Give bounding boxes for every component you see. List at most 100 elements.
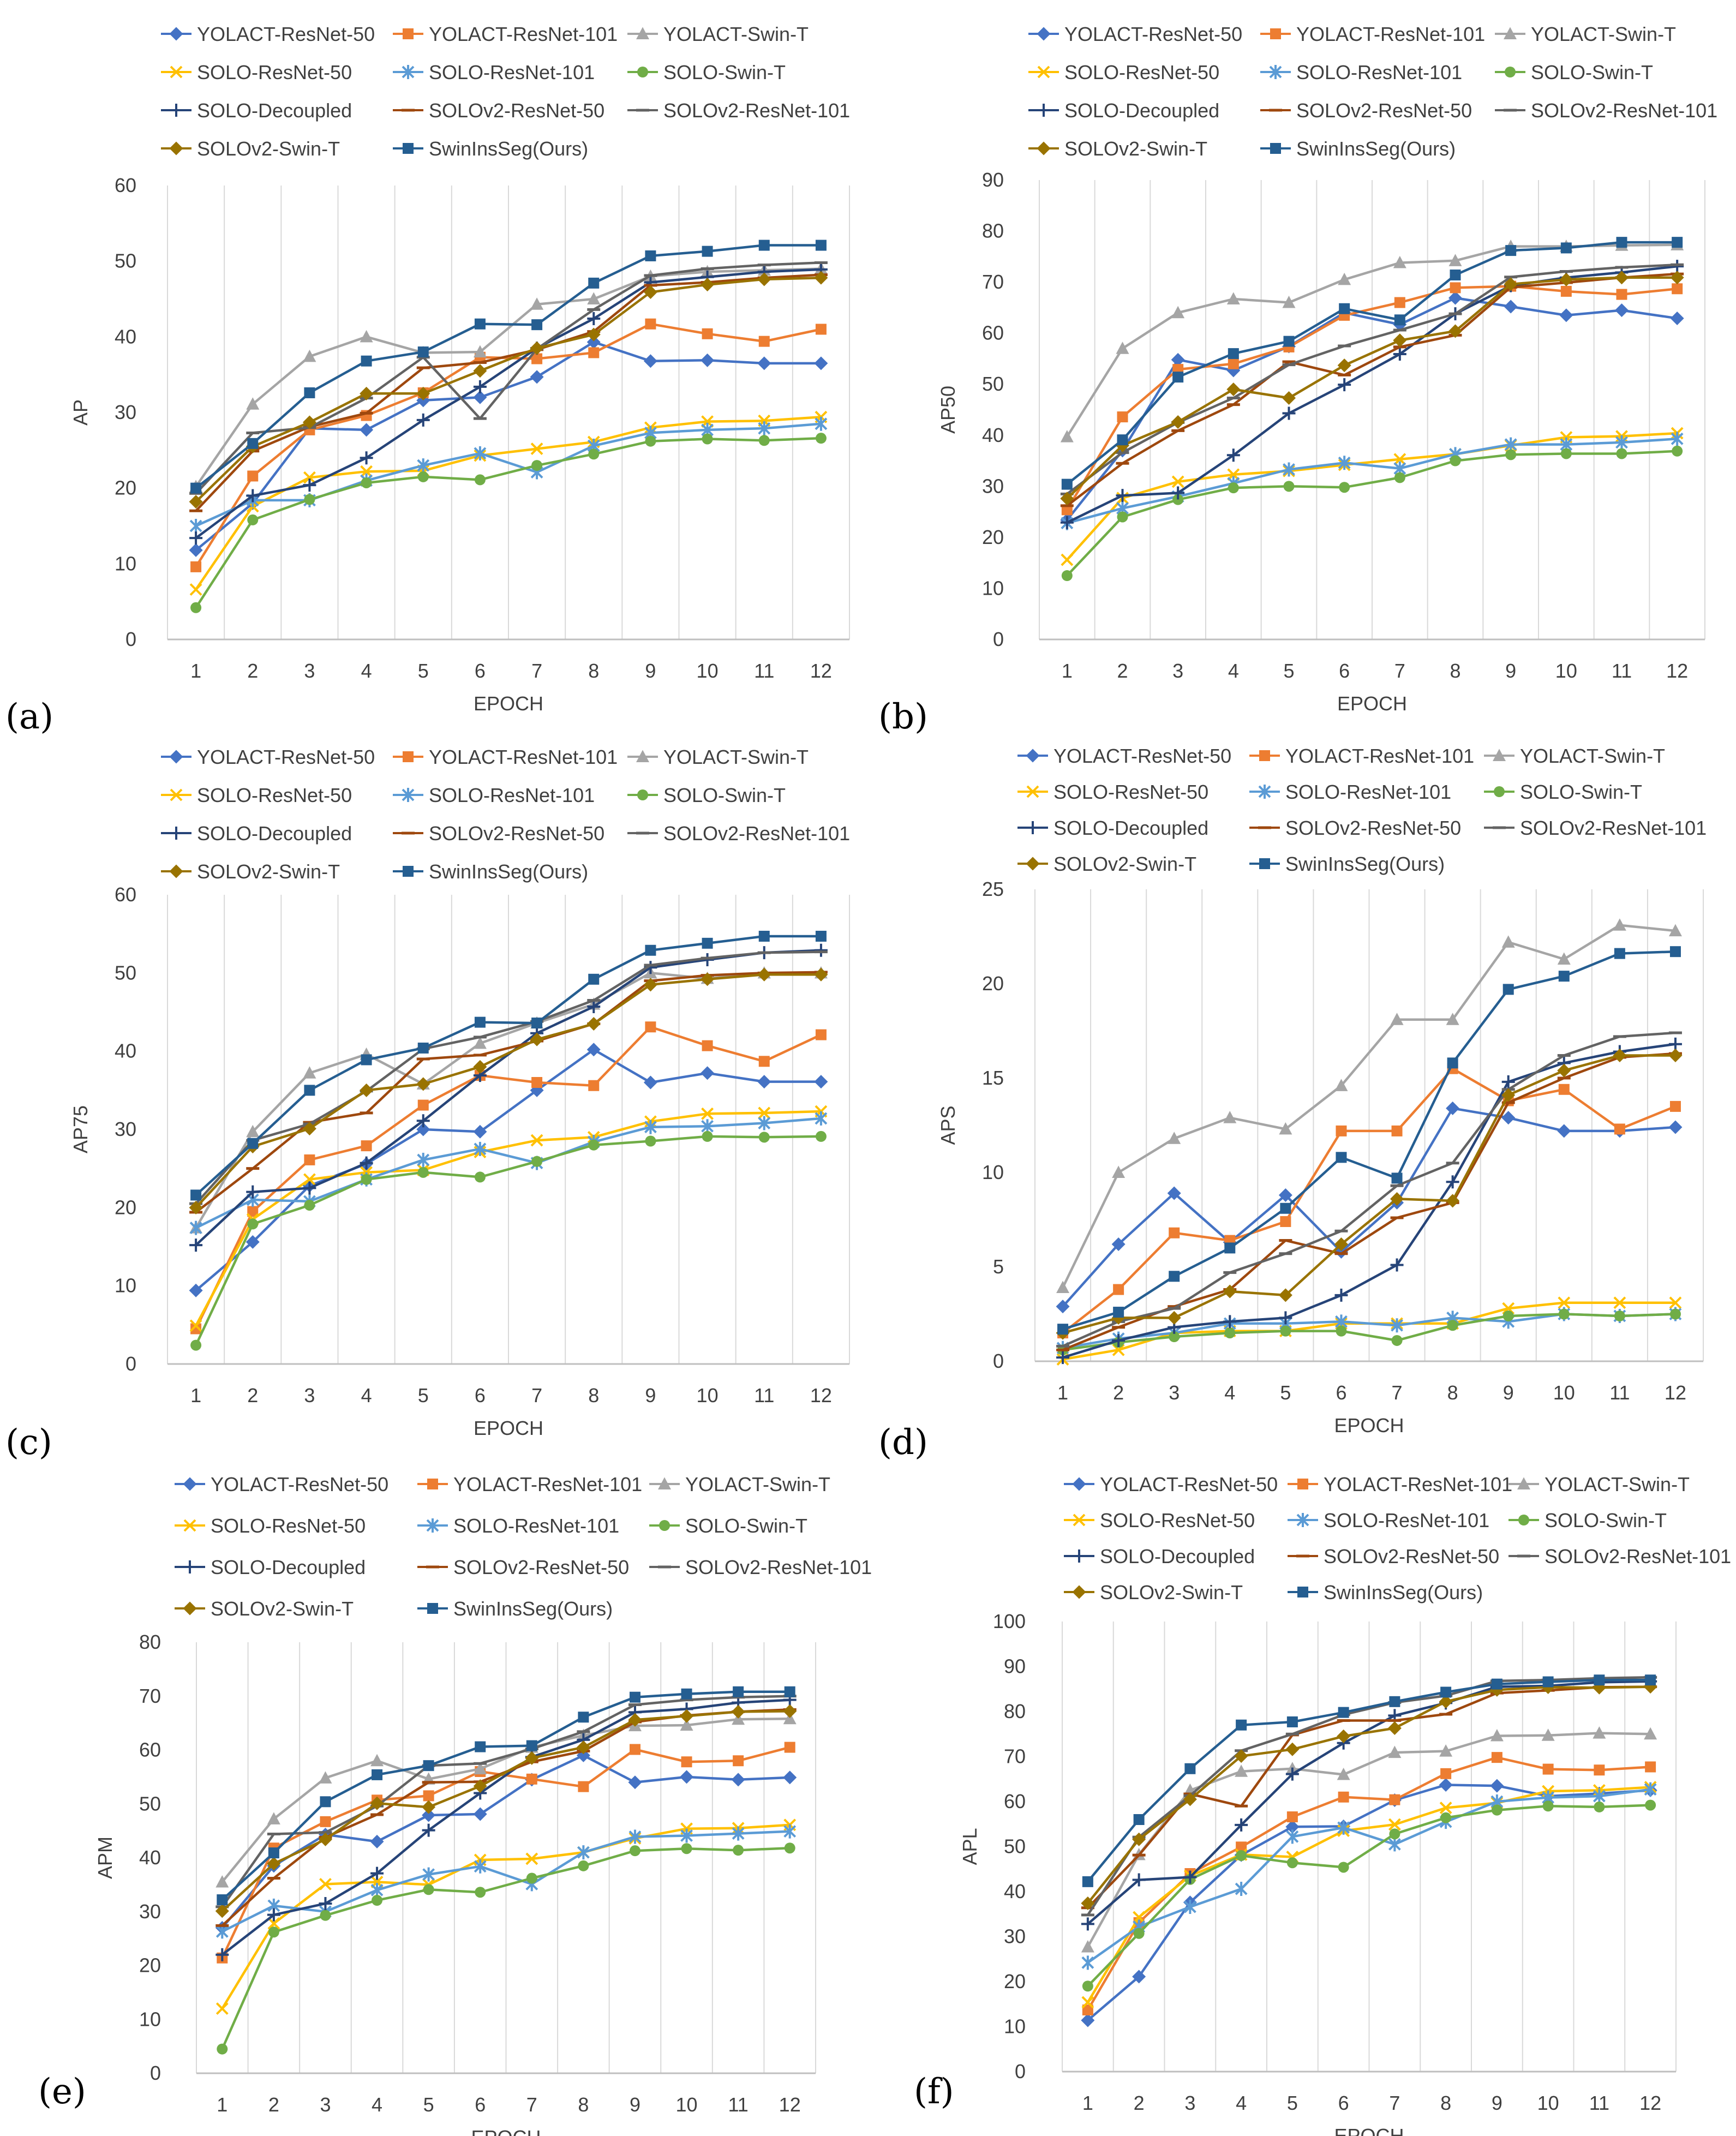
data-point xyxy=(189,1200,203,1214)
data-point xyxy=(1183,1792,1197,1806)
series-line xyxy=(221,1846,790,2050)
data-point xyxy=(1541,1728,1555,1741)
data-point xyxy=(629,1744,640,1755)
x-tick-label: 8 xyxy=(1447,1381,1458,1404)
legend-label: SOLOv2-ResNet-50 xyxy=(1296,99,1472,122)
series-solov2-swin-t xyxy=(215,1704,797,1918)
series-line xyxy=(195,971,821,1213)
x-tick-label: 1 xyxy=(1062,660,1073,682)
chart-f: YOLACT-ResNet-50 YOLACT-ResNet-101 YOLACT-… xyxy=(914,1473,1731,2136)
legend-label: YOLACT-Swin-T xyxy=(1545,1473,1690,1495)
legend-marker xyxy=(1073,1513,1086,1527)
data-point xyxy=(526,1773,537,1785)
data-point xyxy=(815,240,827,251)
data-point xyxy=(783,1712,797,1725)
data-point xyxy=(1505,245,1517,256)
series-line xyxy=(1066,432,1678,561)
data-point xyxy=(1390,1013,1404,1025)
x-tick-label: 1 xyxy=(190,660,201,682)
legend-marker xyxy=(1072,1585,1086,1599)
legend-marker xyxy=(403,28,414,39)
data-point xyxy=(1338,1862,1349,1873)
data-point xyxy=(1668,1120,1683,1134)
data-point xyxy=(215,1948,229,1961)
data-point xyxy=(758,930,770,942)
data-point xyxy=(320,1816,331,1827)
legend-label: SOLOv2-Swin-T xyxy=(211,1597,354,1620)
data-point xyxy=(1669,1100,1681,1112)
series-solo-swin-t xyxy=(190,1130,827,1351)
legend-label: SOLO-ResNet-50 xyxy=(1100,1509,1255,1531)
legend-label: YOLACT-ResNet-50 xyxy=(1100,1473,1278,1495)
series-line xyxy=(1062,1313,1676,1351)
data-point xyxy=(628,1829,642,1844)
x-tick-label: 6 xyxy=(475,2093,486,2116)
data-point xyxy=(815,1111,828,1126)
legend-marker xyxy=(1072,1477,1086,1491)
data-point xyxy=(304,494,315,505)
y-tick-label: 30 xyxy=(1004,1925,1026,1948)
y-axis-label: APL xyxy=(959,1828,981,1865)
data-point xyxy=(588,1139,600,1151)
legend-item: SOLOv2-Swin-T xyxy=(161,137,340,160)
legend-marker xyxy=(169,864,183,878)
legend-label: SOLOv2-ResNet-50 xyxy=(1285,817,1461,839)
data-point xyxy=(1286,1829,1299,1844)
data-point xyxy=(1644,1727,1657,1740)
series-line xyxy=(195,276,821,503)
data-point xyxy=(267,1908,280,1922)
legend-marker xyxy=(169,27,183,41)
data-point xyxy=(643,978,657,992)
data-point xyxy=(189,543,203,557)
y-tick-label: 20 xyxy=(982,526,1004,548)
data-point xyxy=(757,967,771,982)
legend-label: SOLO-ResNet-101 xyxy=(1324,1509,1489,1531)
legend-label: YOLACT-ResNet-50 xyxy=(197,746,375,768)
series-line xyxy=(195,1135,821,1346)
series-line xyxy=(1062,1031,1676,1348)
legend-label: SOLO-ResNet-101 xyxy=(1285,781,1451,803)
data-point xyxy=(1061,478,1073,490)
series-line xyxy=(195,244,821,489)
data-point xyxy=(422,1808,436,1822)
chart-a: YOLACT-ResNet-50 YOLACT-ResNet-101 YOLACT-… xyxy=(5,23,850,737)
legend-item: SOLOv2-ResNet-101 xyxy=(627,99,850,122)
legend-label: YOLACT-ResNet-101 xyxy=(429,23,618,45)
y-tick-label: 10 xyxy=(982,577,1004,599)
data-point xyxy=(1448,291,1462,305)
legend-label: YOLACT-Swin-T xyxy=(1531,23,1676,45)
legend-marker xyxy=(402,788,415,802)
data-point xyxy=(1645,1799,1656,1811)
data-point xyxy=(1594,1764,1605,1776)
y-tick-label: 0 xyxy=(993,628,1004,650)
data-point xyxy=(1338,272,1351,285)
data-point xyxy=(1391,1125,1403,1136)
series-swininsseg-ours xyxy=(190,240,827,494)
x-tick-label: 9 xyxy=(1492,2092,1502,2114)
data-point xyxy=(530,442,543,455)
legend-item: SOLOv2-ResNet-101 xyxy=(1484,817,1707,839)
data-point xyxy=(474,446,487,460)
data-point xyxy=(1286,1716,1298,1727)
y-tick-label: 90 xyxy=(1004,1655,1026,1678)
y-tick-label: 20 xyxy=(115,1196,136,1218)
y-tick-label: 30 xyxy=(982,475,1004,497)
x-tick-label: 8 xyxy=(588,660,599,682)
data-point xyxy=(732,1826,745,1841)
panel-label: (e) xyxy=(38,2072,86,2112)
legend-label: SOLO-Decoupled xyxy=(1100,1545,1255,1567)
x-tick-label: 5 xyxy=(1287,2092,1298,2114)
data-point xyxy=(217,1894,228,1906)
x-tick-label: 9 xyxy=(1505,660,1516,682)
series-line xyxy=(221,1710,790,1912)
series-solo-decoupled xyxy=(215,1693,797,1961)
data-point xyxy=(268,1847,279,1859)
legend-label: YOLACT-Swin-T xyxy=(685,1473,830,1495)
data-point xyxy=(1082,1981,1093,1992)
data-point xyxy=(1060,492,1074,506)
series-line xyxy=(1087,1784,1651,2021)
data-point xyxy=(758,421,771,436)
legend-label: SOLOv2-ResNet-50 xyxy=(1324,1545,1499,1567)
series-line xyxy=(221,1717,790,1883)
data-point xyxy=(246,397,260,410)
